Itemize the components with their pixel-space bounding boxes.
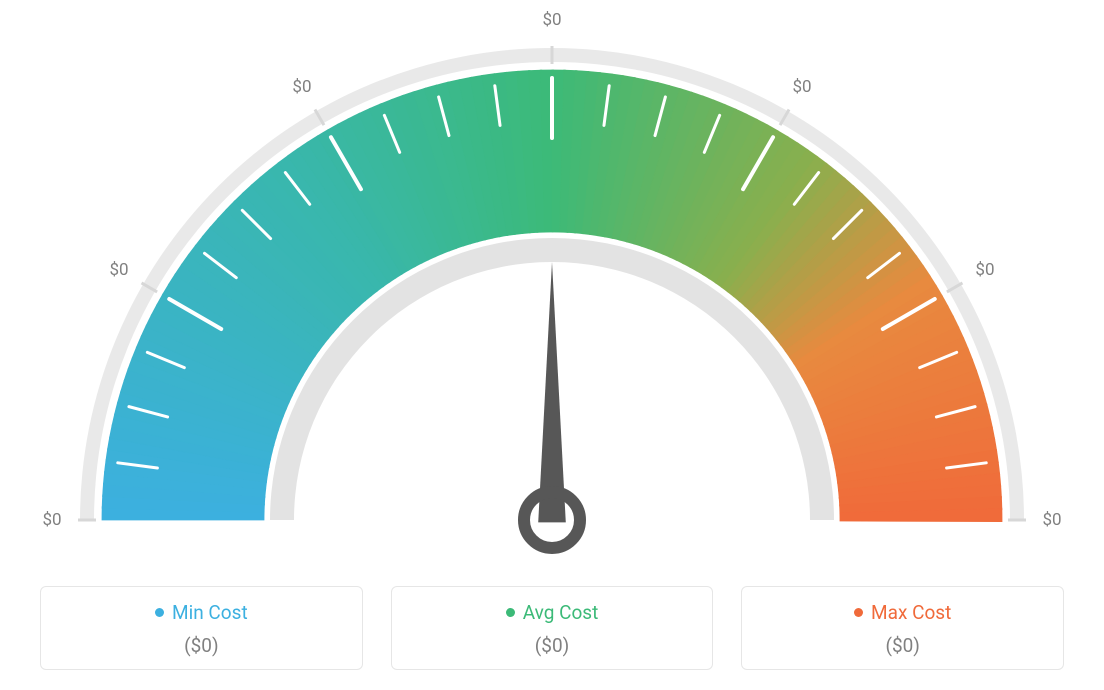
legend-card-min: Min Cost ($0) [40, 586, 363, 670]
legend-label-avg: Avg Cost [523, 601, 599, 624]
legend-row: Min Cost ($0) Avg Cost ($0) Max Cost ($0… [40, 586, 1064, 670]
legend-card-max: Max Cost ($0) [741, 586, 1064, 670]
dot-avg [506, 608, 515, 617]
legend-value-min: ($0) [51, 634, 352, 657]
gauge-tick-label: $0 [792, 77, 811, 97]
legend-value-max: ($0) [752, 634, 1053, 657]
gauge-tick-label: $0 [109, 260, 128, 280]
gauge-svg [0, 0, 1104, 565]
dot-max [854, 608, 863, 617]
legend-label-max: Max Cost [871, 601, 951, 624]
cost-gauge: $0 $0 $0 $0 $0 $0 $0 [0, 0, 1104, 565]
dot-min [155, 608, 164, 617]
legend-label-min: Min Cost [172, 601, 248, 624]
gauge-tick-label: $0 [542, 10, 561, 30]
gauge-tick-label: $0 [975, 260, 994, 280]
gauge-tick-label: $0 [42, 510, 61, 530]
gauge-needle [538, 262, 566, 522]
gauge-tick-label: $0 [292, 77, 311, 97]
legend-value-avg: ($0) [402, 634, 703, 657]
gauge-tick-label: $0 [1042, 510, 1061, 530]
legend-card-avg: Avg Cost ($0) [391, 586, 714, 670]
